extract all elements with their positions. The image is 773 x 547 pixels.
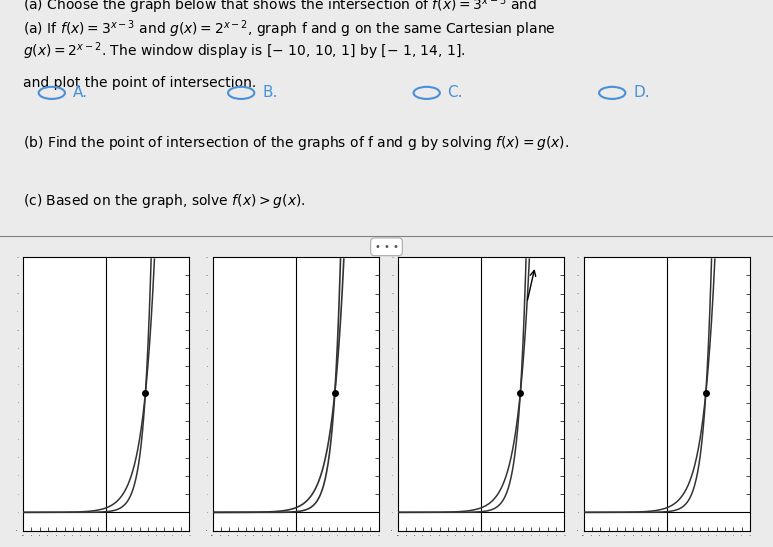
Text: C.: C. bbox=[448, 85, 463, 101]
Text: $g(x) = 2^{x-2}$. The window display is [− 10, 10, 1] by [− 1, 14, 1].: $g(x) = 2^{x-2}$. The window display is … bbox=[23, 40, 465, 62]
Text: • • •: • • • bbox=[375, 242, 398, 252]
Text: (b) Find the point of intersection of the graphs of f and g by solving $f(x) = g: (b) Find the point of intersection of th… bbox=[23, 134, 570, 152]
Text: (c) Based on the graph, solve $f(x) > g(x)$.: (c) Based on the graph, solve $f(x) > g(… bbox=[23, 191, 306, 210]
Text: and plot the point of intersection.: and plot the point of intersection. bbox=[23, 76, 257, 90]
Text: D.: D. bbox=[633, 85, 650, 101]
Text: (a) Choose the graph below that shows the intersection of $f(x) = 3^{x-3}$ and: (a) Choose the graph below that shows th… bbox=[23, 0, 537, 16]
Text: (a) If $f(x) = 3^{x-3}$ and $g(x) = 2^{x-2}$, graph f and g on the same Cartesia: (a) If $f(x) = 3^{x-3}$ and $g(x) = 2^{x… bbox=[23, 19, 556, 40]
Text: B.: B. bbox=[262, 85, 278, 101]
Text: A.: A. bbox=[73, 85, 87, 101]
